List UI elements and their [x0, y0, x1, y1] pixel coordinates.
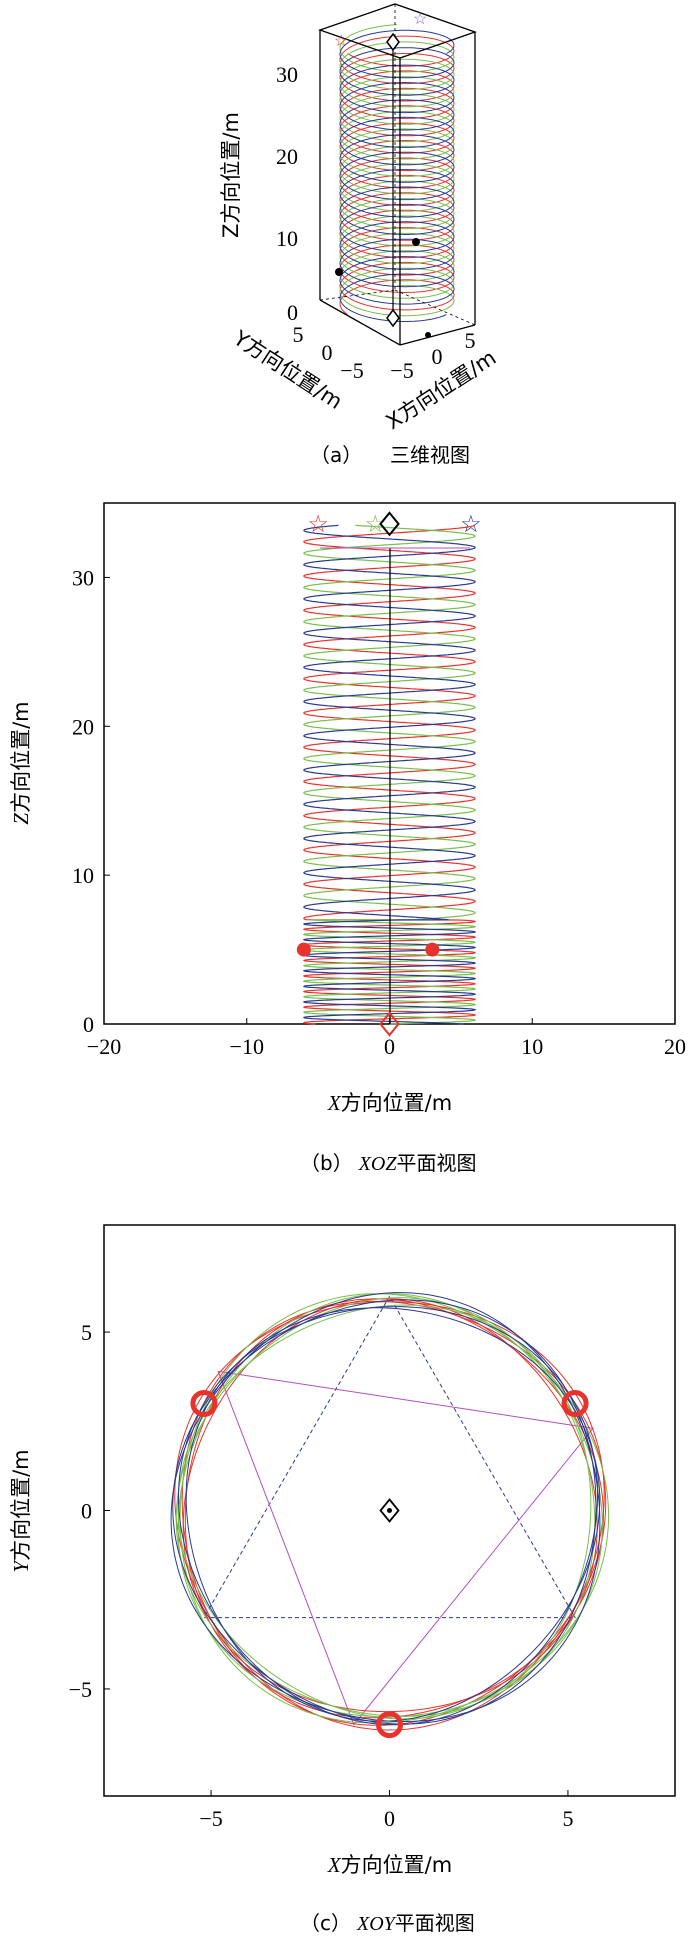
panel-c-x-label: X方向位置/m: [327, 1853, 452, 1877]
panel-b-x-tick-label: −10: [230, 1034, 264, 1059]
panel-a-z-tick: 0: [287, 300, 298, 325]
panel-b-y-tick-label: 30: [72, 565, 94, 590]
panel-a-top-diamond: [386, 32, 400, 52]
panel-a-x-tick: 5: [465, 328, 476, 353]
panel-c-trace-blue: [172, 1299, 597, 1725]
panel-a-y-tick: 5: [293, 322, 304, 347]
panel-b-x-ticks: −20 −10 0 10 20: [87, 1018, 686, 1059]
panel-c-x-tick-label: 5: [562, 1806, 573, 1831]
panel-b-x-tick-label: 10: [521, 1034, 543, 1059]
panel-c-magenta-triangle: [217, 1370, 594, 1726]
panel-b-trace-red: [302, 524, 477, 1025]
panel-c-trace-red: [174, 1301, 605, 1731]
panel-a-z-tick: 20: [276, 144, 298, 169]
panel-c-y-tick-label: 5: [81, 1320, 92, 1345]
panel-a-point: [425, 332, 431, 338]
panel-b-y-tick-label: 0: [83, 1012, 94, 1037]
panel-b-star-marker: ☆: [307, 510, 329, 538]
panel-b-traces: [302, 524, 477, 1025]
panel-c-ring-marker: [190, 1389, 218, 1417]
panel-a-red-star: ☆: [334, 31, 348, 50]
panel-a-z-label: Z方向位置/m: [219, 112, 243, 238]
panel-b-y-tick-label: 20: [72, 714, 94, 739]
panel-c-y-tick-label: 0: [81, 1499, 92, 1524]
panel-a-y-label: Y方向位置/m: [228, 326, 346, 414]
panel-b-x-tick-label: 0: [384, 1034, 395, 1059]
panel-c-trace-green: [175, 1297, 596, 1717]
panel-b-diamond-marker: [379, 1011, 400, 1037]
panel-c-trace-blue: [178, 1306, 599, 1726]
panel-a-x-tick: −5: [390, 358, 413, 383]
panel-a-y-tick: 0: [322, 340, 333, 365]
panel-b-y-ticks: 0 10 20 30: [72, 565, 110, 1037]
panel-a-helix-green: [339, 24, 455, 317]
panel-b-x-label: X方向位置/m: [327, 1091, 452, 1115]
panel-c-trace-blue: [185, 1307, 601, 1722]
panel-c-caption: （c） XOY平面视图: [300, 1911, 475, 1935]
panel-a-point: [335, 268, 343, 276]
panel-a-box: [318, 3, 477, 346]
panel-b-diamond-marker: [379, 511, 400, 537]
panel-b-x-tick-label: 20: [664, 1034, 686, 1059]
panel-c-trace-red: [182, 1298, 598, 1713]
panel-b-trace-green: [302, 524, 477, 1025]
panel-c-x-tick-label: −5: [199, 1806, 222, 1831]
panel-c-dashed-triangle: [203, 1295, 576, 1619]
panel-c-markers: [190, 1389, 589, 1739]
panel-b-trace-blue: [302, 524, 477, 1025]
panel-a-x-tick: 0: [432, 344, 443, 369]
panel-b-star-marker: ☆: [364, 510, 386, 538]
panel-a-z-tick: 10: [276, 226, 298, 251]
panel-b-dot-marker: [296, 942, 311, 957]
panel-c-y-ticks: −5 0 5: [69, 1320, 110, 1702]
panel-c-trace-green: [177, 1304, 592, 1720]
panel-c-traces: [170, 1292, 610, 1731]
panel-c-trace-blue: [170, 1292, 601, 1722]
panel-b-markers: ☆ ☆ ☆: [296, 510, 482, 1037]
panel-b-caption: （b） XOZ平面视图: [300, 1151, 477, 1175]
panel-b-y-label: Z方向位置/m: [9, 701, 33, 824]
panel-c-trace-green: [179, 1293, 610, 1724]
panel-c-ring-marker: [376, 1711, 403, 1739]
panel-c-y-tick-label: −5: [69, 1677, 92, 1702]
panel-a-helix-red: [339, 35, 455, 316]
panel-a-bottom-diamond: [386, 308, 400, 328]
panel-a-caption-letter: （a）: [310, 443, 362, 467]
panel-c-xoy-view: −5 0 5 −5 0 5 X方向位置/m Y方向位置/m （c） XOY平面视图: [9, 1224, 676, 1935]
panel-a-z-tick: 30: [276, 62, 298, 87]
panel-c-center-dot: [387, 1508, 392, 1513]
panel-a-helix-blue: [339, 29, 455, 322]
panel-c-trace-red: [181, 1300, 607, 1726]
panel-c-y-label: Y方向位置/m: [9, 1449, 33, 1572]
panel-c-trace-red: [184, 1298, 604, 1719]
panel-b-dot-marker: [425, 942, 440, 957]
panel-c-x-ticks: −5 0 5: [199, 1790, 573, 1831]
panel-b-y-tick-label: 10: [72, 863, 94, 888]
panel-c-x-tick-label: 0: [384, 1806, 395, 1831]
panel-a-helix-traces: [339, 24, 455, 322]
panel-b-x-tick-label: −20: [87, 1034, 121, 1059]
panel-a-3d-view: ☆ ☆ 30 20 10 0 Z方向位置/m 5 0 −5 Y方向位置/m −5…: [219, 3, 500, 467]
panel-a-caption-text: 三维视图: [390, 443, 470, 467]
panel-c-ring-marker: [561, 1389, 589, 1417]
panel-a-blue-star: ☆: [413, 9, 427, 28]
panel-a-y-tick: −5: [340, 358, 363, 383]
panel-a-point: [412, 238, 420, 246]
panel-b-star-marker: ☆: [460, 510, 482, 538]
